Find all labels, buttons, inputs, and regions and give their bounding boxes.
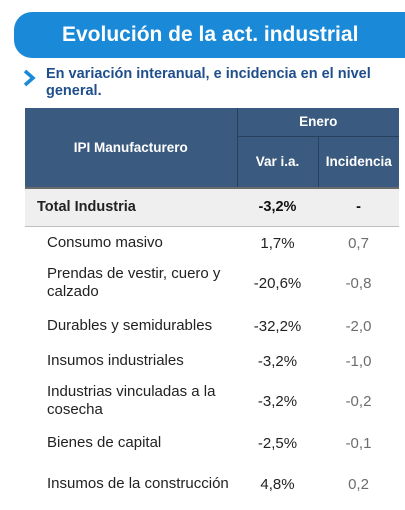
row-var: -2,5% <box>257 434 298 452</box>
total-incidencia: - <box>318 187 399 227</box>
row-var: -3,2% <box>257 352 298 370</box>
table-row: Insumos de la construcción 4,8% 0,2 <box>25 460 399 508</box>
row-incidencia: 0,7 <box>348 234 369 252</box>
table-row: Prendas de vestir, cuero y calzado -20,6… <box>25 260 399 306</box>
table-row: Industrias vinculadas a la cosecha -3,2%… <box>25 376 399 426</box>
column-header-var: Var i.a. <box>237 135 319 188</box>
row-var: 4,8% <box>260 475 295 493</box>
total-label: Total Industria <box>25 187 237 227</box>
row-label: Insumos de la construcción <box>47 475 229 492</box>
table-row: Durables y semidurables -32,2% -2,0 <box>25 306 399 346</box>
row-var: -20,6% <box>253 274 302 292</box>
table-row: Insumos industriales -3,2% -1,0 <box>25 346 399 376</box>
column-group-header: Enero <box>237 108 399 136</box>
row-header: IPI Manufacturero <box>25 108 238 188</box>
row-label: Bienes de capital <box>47 434 162 451</box>
row-var: -32,2% <box>253 317 302 335</box>
total-row: Total Industria -3,2% - <box>25 187 399 227</box>
row-label: Durables y semidurables <box>47 317 213 334</box>
row-incidencia: -1,0 <box>345 352 372 370</box>
ipi-table: IPI Manufacturero Enero Var i.a. Inciden… <box>25 108 399 508</box>
row-incidencia: 0,2 <box>348 475 369 493</box>
column-header-incidencia: Incidencia <box>318 135 399 188</box>
page-title: Evolución de la act. industrial <box>14 12 405 58</box>
row-incidencia: -0,2 <box>345 392 372 410</box>
row-label: Industrias vinculadas a la cosecha <box>47 383 216 418</box>
row-incidencia: -0,8 <box>345 274 372 292</box>
row-incidencia: -2,0 <box>345 317 372 335</box>
row-incidencia: -0,1 <box>345 434 372 452</box>
row-label: Prendas de vestir, cuero y calzado <box>47 265 221 300</box>
row-var: -3,2% <box>257 392 298 410</box>
row-var: 1,7% <box>260 234 295 252</box>
subtitle: En variación interanual, e incidencia en… <box>46 66 371 99</box>
row-label: Insumos industriales <box>47 352 184 369</box>
table-row: Consumo masivo 1,7% 0,7 <box>25 226 399 260</box>
chevron-right-icon <box>23 69 36 87</box>
subtitle-block: En variación interanual, e incidencia en… <box>22 66 392 100</box>
total-var: -3,2% <box>237 187 318 227</box>
table-row: Bienes de capital -2,5% -0,1 <box>25 426 399 460</box>
row-label: Consumo masivo <box>47 234 163 252</box>
